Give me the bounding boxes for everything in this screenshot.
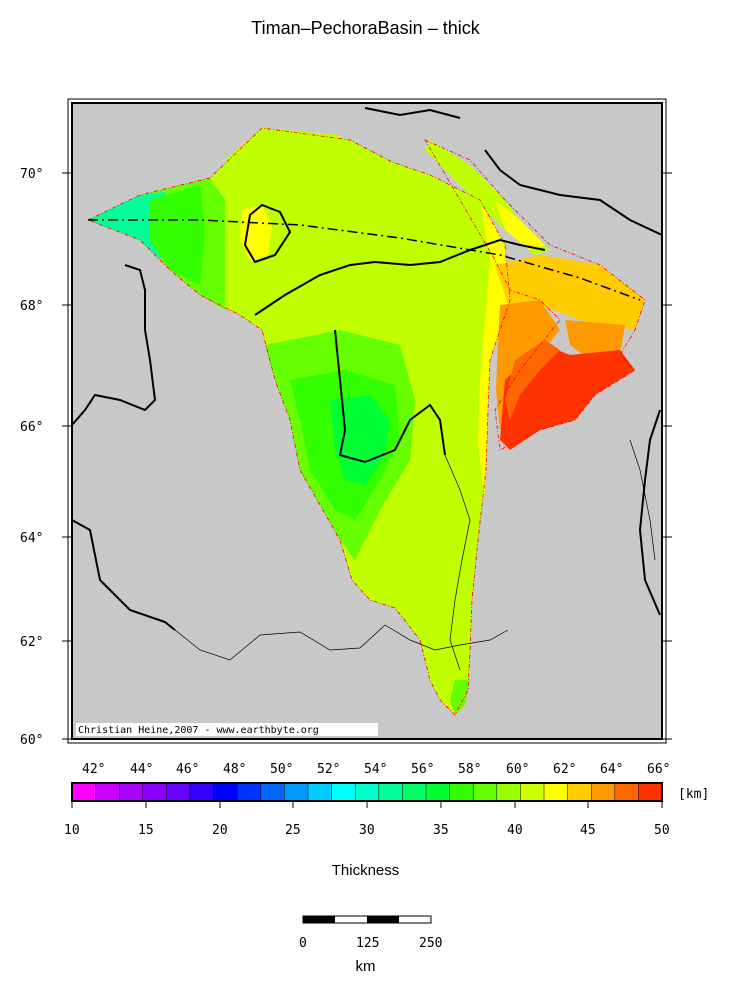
basin-boundary-east xyxy=(424,139,646,451)
lon-label-46: 46° xyxy=(176,762,199,777)
credit-background xyxy=(76,723,378,736)
lat-label-62: 62° xyxy=(20,635,43,650)
colorbar-swatch xyxy=(189,782,215,802)
lat-label-68: 68° xyxy=(20,299,43,314)
colorbar-swatch xyxy=(472,782,498,802)
credit-text: Christian Heine,2007 - www.earthbyte.org xyxy=(78,725,319,736)
lon-label-56: 56° xyxy=(411,762,434,777)
scale-tick-0: 0 xyxy=(299,936,307,951)
cb-tick-40: 40 xyxy=(507,823,523,838)
coastline-east xyxy=(638,409,661,616)
cb-tick-20: 20 xyxy=(212,823,228,838)
colorbar-swatch xyxy=(638,782,663,802)
lon-label-64: 64° xyxy=(600,762,623,777)
basin-teal-west xyxy=(88,192,170,260)
lon-label-48: 48° xyxy=(223,762,246,777)
cb-tick-25: 25 xyxy=(285,823,301,838)
lat-label-64: 64° xyxy=(20,531,43,546)
colorbar-title: Thickness xyxy=(331,862,400,879)
lon-label-60: 60° xyxy=(506,762,529,777)
cb-tick-10: 10 xyxy=(64,823,80,838)
scale-unit: km xyxy=(355,958,376,975)
coastline-southwest xyxy=(71,519,176,631)
lon-label-54: 54° xyxy=(364,762,387,777)
colorbar-swatch xyxy=(354,782,380,802)
colorbar-swatch xyxy=(71,782,97,802)
scale-bar xyxy=(302,915,432,924)
basin-boundary xyxy=(86,127,511,716)
colorbar-swatch xyxy=(590,782,616,802)
lon-label-44: 44° xyxy=(130,762,153,777)
coastline-north xyxy=(254,238,546,316)
cb-tick-30: 30 xyxy=(359,823,375,838)
borders-thin xyxy=(174,439,656,671)
colorbar-swatch xyxy=(520,782,545,802)
lon-label-66: 66° xyxy=(647,762,670,777)
coastline-island xyxy=(243,203,292,264)
thickness-field xyxy=(88,128,645,715)
colorbar-swatch xyxy=(260,782,286,802)
lat-label-60: 60° xyxy=(20,733,43,748)
basin-top-cap xyxy=(225,128,360,175)
lon-label-50: 50° xyxy=(270,762,293,777)
map-title: Timan–PechoraBasin – thick xyxy=(251,18,480,38)
coastline-west xyxy=(71,264,157,426)
colorbar-swatch xyxy=(496,782,522,802)
basin-south-tip xyxy=(450,680,470,715)
coastline-central xyxy=(334,329,446,464)
colorbar-swatch xyxy=(95,782,120,802)
basin-east-orange xyxy=(495,255,645,330)
basin-green-deep xyxy=(330,395,390,485)
colorbar-swatch xyxy=(236,782,262,802)
coastlines xyxy=(71,107,663,631)
map-frame xyxy=(67,98,667,744)
colorbar-ticks xyxy=(71,801,663,808)
basin-north-ribbon-yellow xyxy=(495,200,545,250)
scale-tick-250: 250 xyxy=(419,936,442,951)
basin-yellow-anomaly xyxy=(240,205,272,262)
colorbar-swatch xyxy=(378,782,404,802)
colorbar-swatch xyxy=(331,782,356,802)
border-south xyxy=(174,624,509,661)
basin-east-orange3 xyxy=(565,320,625,360)
lon-label-58: 58° xyxy=(458,762,481,777)
colorbar-unit: [km] xyxy=(678,787,709,802)
lon-label-62: 62° xyxy=(553,762,576,777)
cb-tick-35: 35 xyxy=(433,823,449,838)
colorbar-swatch xyxy=(142,782,168,802)
lat-label-66: 66° xyxy=(20,420,43,435)
colorbar-swatch xyxy=(425,782,451,802)
scale-tick-125: 125 xyxy=(356,936,379,951)
coastline-top xyxy=(364,107,461,119)
latitude-ticks xyxy=(62,172,672,740)
colorbar-swatch xyxy=(614,782,640,802)
colorbar-swatch xyxy=(567,782,592,802)
cb-tick-15: 15 xyxy=(138,823,154,838)
coastline-novaya xyxy=(484,149,663,236)
colorbar-swatch xyxy=(284,782,309,802)
colorbar-swatch xyxy=(307,782,333,802)
colorbar-swatch xyxy=(118,782,144,802)
lon-label-42: 42° xyxy=(82,762,105,777)
colorbar-swatch xyxy=(543,782,569,802)
colorbar-swatch xyxy=(449,782,474,802)
colorbar-swatch xyxy=(213,782,238,802)
cb-tick-50: 50 xyxy=(654,823,670,838)
colorbar xyxy=(71,782,663,802)
lat-label-70: 70° xyxy=(20,167,43,182)
lon-label-52: 52° xyxy=(317,762,340,777)
colorbar-swatch xyxy=(166,782,191,802)
basin-lightgreen-west xyxy=(150,185,205,285)
border-river xyxy=(444,454,471,671)
cb-tick-45: 45 xyxy=(580,823,596,838)
colorbar-swatch xyxy=(402,782,427,802)
basin-east-darkorange xyxy=(505,340,560,420)
border-east-thin xyxy=(629,439,656,561)
